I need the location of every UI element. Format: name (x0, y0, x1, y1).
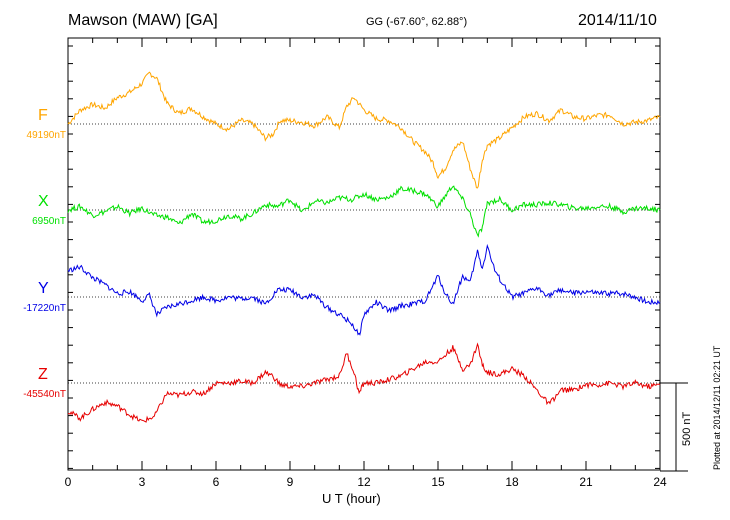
series-line-x (67, 185, 661, 238)
date-label: 2014/11/10 (578, 12, 657, 29)
series-line-y (67, 243, 661, 336)
series-line-z (67, 342, 661, 423)
geographic-coordinates: GG (-67.60°, 62.88°) (366, 16, 468, 28)
component-letter-y: Y (38, 280, 49, 297)
x-tick-label: 12 (357, 475, 371, 489)
baseline-value-f: 49190nT (26, 130, 66, 141)
component-letter-f: F (38, 107, 48, 124)
x-tick-label: 21 (579, 475, 593, 489)
component-letter-z: Z (38, 366, 48, 383)
x-tick-label: 6 (213, 475, 220, 489)
chart-title: Mawson (MAW) [GA] (68, 12, 218, 29)
x-tick-label: 24 (653, 475, 667, 489)
x-axis-label: U T (hour) (322, 491, 381, 506)
baseline-value-x: 6950nT (32, 216, 66, 227)
x-tick-label: 0 (65, 475, 72, 489)
component-letter-x: X (38, 193, 49, 210)
x-tick-label: 3 (139, 475, 146, 489)
x-tick-label: 15 (431, 475, 445, 489)
x-tick-label: 18 (505, 475, 519, 489)
series-line-f (67, 71, 661, 189)
x-tick-label: 9 (287, 475, 294, 489)
baseline-value-z: -45540nT (23, 389, 66, 400)
plot-frame (67, 37, 661, 471)
baseline-value-y: -17220nT (23, 303, 66, 314)
